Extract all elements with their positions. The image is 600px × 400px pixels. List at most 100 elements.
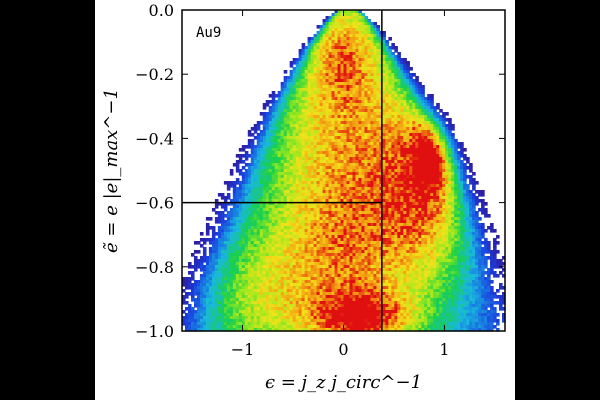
- heatmap-cell: [250, 241, 255, 245]
- heatmap-cell: [418, 94, 422, 98]
- heatmap-cell: [259, 160, 264, 164]
- heatmap-cell: [394, 97, 398, 101]
- heatmap-cell: [265, 154, 270, 158]
- heatmap-cell: [346, 235, 351, 239]
- heatmap-cell: [343, 34, 348, 38]
- heatmap-cell: [262, 232, 267, 236]
- heatmap-cell: [271, 187, 276, 191]
- heatmap-cell: [211, 241, 216, 245]
- heatmap-cell: [433, 145, 437, 149]
- heatmap-cell: [445, 187, 449, 191]
- heatmap-cell: [313, 118, 318, 122]
- heatmap-cell: [298, 211, 303, 215]
- heatmap-cell: [430, 136, 434, 140]
- heatmap-cell: [394, 55, 398, 59]
- heatmap-cell: [463, 208, 467, 212]
- heatmap-cell: [412, 124, 416, 128]
- heatmap-cell: [235, 205, 240, 209]
- heatmap-cell: [313, 244, 318, 248]
- heatmap-cell: [400, 229, 404, 233]
- heatmap-cell: [325, 232, 330, 236]
- heatmap-cell: [277, 133, 282, 137]
- heatmap-cell: [247, 166, 252, 170]
- heatmap-cell: [361, 49, 366, 53]
- heatmap-cell: [331, 100, 336, 104]
- heatmap-cell: [358, 226, 363, 230]
- heatmap-cell: [367, 238, 372, 242]
- heatmap-cell: [415, 124, 419, 128]
- heatmap-cell: [463, 169, 467, 173]
- heatmap-cell: [322, 160, 327, 164]
- heatmap-cell: [439, 133, 443, 137]
- heatmap-cell: [298, 196, 303, 200]
- heatmap-cell: [340, 37, 345, 41]
- heatmap-cell: [313, 130, 318, 134]
- heatmap-cell: [310, 169, 315, 173]
- heatmap-cell: [445, 190, 449, 194]
- heatmap-cell: [346, 88, 351, 92]
- heatmap-cell: [346, 91, 351, 95]
- heatmap-cell: [430, 157, 434, 161]
- heatmap-cell: [394, 241, 398, 245]
- heatmap-cell: [337, 169, 342, 173]
- heatmap-cell: [367, 223, 372, 227]
- heatmap-cell: [400, 94, 404, 98]
- heatmap-cell: [406, 172, 410, 176]
- heatmap-cell: [427, 220, 431, 224]
- heatmap-cell: [460, 199, 464, 203]
- heatmap-cell: [397, 172, 401, 176]
- heatmap-cell: [331, 46, 336, 50]
- heatmap-cell: [325, 112, 330, 116]
- heatmap-cell: [289, 160, 294, 164]
- heatmap-cell: [463, 229, 467, 233]
- heatmap-cell: [376, 202, 380, 206]
- heatmap-cell: [322, 64, 327, 68]
- heatmap-cell: [385, 118, 389, 122]
- heatmap-cell: [328, 157, 333, 161]
- heatmap-cell: [289, 175, 294, 179]
- heatmap-cell: [376, 31, 380, 35]
- heatmap-cell: [346, 226, 351, 230]
- heatmap-cell: [391, 85, 395, 89]
- heatmap-cell: [472, 211, 476, 215]
- heatmap-cell: [259, 148, 264, 152]
- heatmap-cell: [409, 106, 413, 110]
- heatmap-cell: [346, 127, 351, 131]
- heatmap-cell: [232, 190, 237, 194]
- heatmap-cell: [430, 214, 434, 218]
- heatmap-cell: [460, 175, 464, 179]
- heatmap-cell: [265, 241, 270, 245]
- heatmap-cell: [298, 130, 303, 134]
- heatmap-cell: [304, 214, 309, 218]
- heatmap-cell: [286, 148, 291, 152]
- heatmap-cell: [214, 247, 219, 251]
- heatmap-cell: [400, 211, 404, 215]
- heatmap-cell: [322, 139, 327, 143]
- heatmap-cell: [271, 193, 276, 197]
- heatmap-cell: [319, 46, 324, 50]
- heatmap-cell: [319, 169, 324, 173]
- heatmap-cell: [364, 31, 369, 35]
- heatmap-cell: [445, 205, 449, 209]
- heatmap-cell: [391, 154, 395, 158]
- heatmap-cell: [412, 100, 416, 104]
- heatmap-cell: [307, 58, 312, 62]
- heatmap-cell: [328, 79, 333, 83]
- heatmap-cell: [295, 160, 300, 164]
- heatmap-cell: [319, 247, 324, 251]
- heatmap-cell: [253, 160, 258, 164]
- heatmap-cell: [442, 220, 446, 224]
- heatmap-cell: [370, 148, 375, 152]
- heatmap-cell: [403, 70, 407, 74]
- heatmap-cell: [433, 109, 437, 113]
- heatmap-cell: [349, 139, 354, 143]
- heatmap-cell: [373, 208, 377, 212]
- heatmap-cell: [448, 133, 452, 137]
- heatmap-cell: [277, 223, 282, 227]
- heatmap-cell: [277, 178, 282, 182]
- heatmap-cell: [466, 202, 470, 206]
- heatmap-cell: [415, 118, 419, 122]
- heatmap-cell: [313, 43, 318, 47]
- heatmap-cell: [403, 94, 407, 98]
- heatmap-cell: [361, 127, 366, 131]
